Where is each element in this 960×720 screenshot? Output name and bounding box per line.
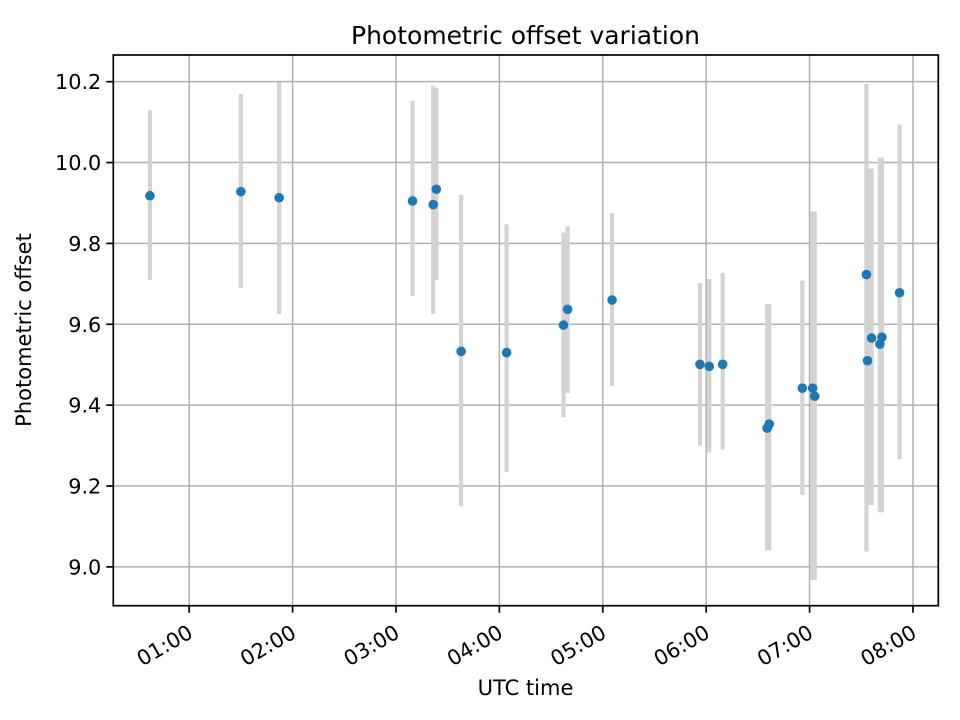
data-point bbox=[428, 199, 439, 210]
y-tick-label: 9.0 bbox=[68, 555, 101, 579]
x-tick-label: 05:00 bbox=[546, 620, 610, 671]
y-tick-label: 10.0 bbox=[55, 151, 101, 175]
x-tick-label: 04:00 bbox=[443, 620, 507, 671]
data-point bbox=[717, 359, 728, 370]
data-point bbox=[407, 196, 418, 206]
data-point bbox=[704, 361, 715, 372]
data-point bbox=[861, 269, 872, 280]
data-point bbox=[862, 355, 873, 366]
data-point bbox=[562, 304, 573, 315]
data-point bbox=[764, 419, 775, 429]
data-point bbox=[456, 346, 466, 357]
y-tick-label: 9.2 bbox=[68, 475, 101, 499]
x-tick-label: 01:00 bbox=[133, 620, 197, 671]
data-point bbox=[877, 332, 887, 343]
data-point bbox=[866, 333, 877, 343]
data-point bbox=[274, 192, 284, 203]
y-tick-label: 9.8 bbox=[68, 232, 101, 256]
axes-box bbox=[112, 54, 940, 607]
data-point bbox=[145, 190, 155, 201]
y-tick-label: 10.2 bbox=[55, 70, 101, 94]
x-tick-label: 02:00 bbox=[236, 620, 300, 671]
data-point bbox=[236, 186, 246, 197]
y-tick-label: 9.4 bbox=[68, 394, 101, 418]
y-tick-label: 9.6 bbox=[68, 313, 101, 337]
data-point bbox=[501, 347, 512, 358]
data-point bbox=[558, 320, 569, 330]
x-tick-label: 08:00 bbox=[857, 620, 921, 671]
data-point bbox=[607, 295, 617, 305]
x-tick-label: 06:00 bbox=[650, 620, 714, 671]
data-point bbox=[431, 184, 442, 195]
data-point bbox=[797, 383, 808, 393]
x-axis-label: UTC time bbox=[477, 676, 574, 700]
chart-title: Photometric offset variation bbox=[351, 21, 700, 50]
data-point bbox=[809, 391, 820, 402]
y-axis-label: Photometric offset bbox=[12, 233, 36, 427]
data-point bbox=[807, 383, 818, 393]
data-point bbox=[894, 287, 905, 298]
x-tick-label: 07:00 bbox=[753, 620, 817, 671]
x-tick-label: 03:00 bbox=[340, 620, 404, 671]
data-point bbox=[695, 359, 705, 370]
